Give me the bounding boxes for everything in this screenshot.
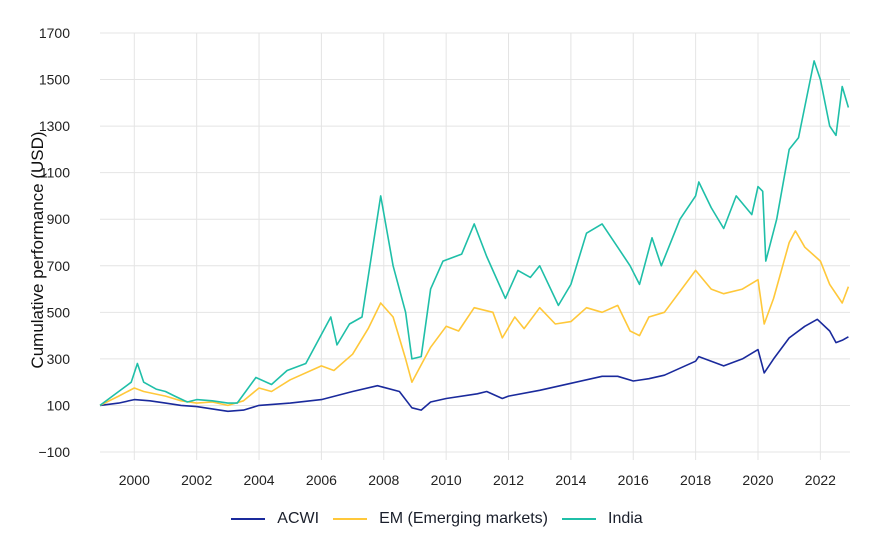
x-tick-label: 2008 (368, 472, 399, 488)
legend-item-em[interactable]: EM (Emerging markets) (333, 510, 548, 528)
gridlines (100, 32, 850, 460)
y-tick-label: 700 (47, 258, 71, 274)
y-tick-label: 100 (47, 397, 71, 413)
series-line-india (99, 60, 850, 407)
x-tick-label: 2006 (306, 472, 337, 488)
y-tick-label: 300 (47, 351, 71, 367)
legend-label: ACWI (277, 510, 320, 527)
y-tick-label: 1700 (39, 25, 70, 41)
x-tick-label: 2018 (680, 472, 711, 488)
y-axis-ticks: −100 100 300 500 700 900 1100 1300 1500 1700 (38, 25, 70, 460)
legend-item-india[interactable]: India (562, 510, 643, 528)
series-line-em (99, 230, 850, 407)
x-axis-ticks: 2000 2002 2004 2006 2008 2010 2012 2014 2016 2018… (119, 472, 836, 488)
x-tick-label: 2012 (493, 472, 524, 488)
x-tick-label: 2014 (555, 472, 586, 488)
legend-swatch (562, 518, 596, 520)
x-tick-label: 2020 (742, 472, 773, 488)
series-lines (99, 60, 850, 413)
x-tick-label: 2022 (805, 472, 836, 488)
legend-swatch (333, 518, 368, 520)
x-tick-label: 2004 (243, 472, 274, 488)
y-tick-label: 1300 (39, 118, 70, 134)
legend-swatch (231, 518, 266, 520)
legend: ACWI EM (Emerging markets) India (0, 510, 870, 528)
y-tick-label: 1500 (39, 72, 70, 88)
legend-label: EM (Emerging markets) (379, 510, 548, 527)
y-tick-label: 1100 (40, 165, 70, 181)
x-tick-label: 2010 (431, 472, 462, 488)
legend-item-acwi[interactable]: ACWI (231, 510, 319, 528)
x-tick-label: 2000 (119, 472, 150, 488)
legend-label: India (608, 510, 643, 527)
x-tick-label: 2002 (181, 472, 212, 488)
y-tick-label: 900 (47, 211, 71, 227)
y-tick-label: −100 (38, 444, 70, 460)
y-tick-label: 500 (47, 304, 71, 320)
series-line-acwi (99, 318, 849, 413)
y-axis-title: Cumulative performance (USD) (28, 131, 47, 368)
x-tick-label: 2016 (618, 472, 649, 488)
